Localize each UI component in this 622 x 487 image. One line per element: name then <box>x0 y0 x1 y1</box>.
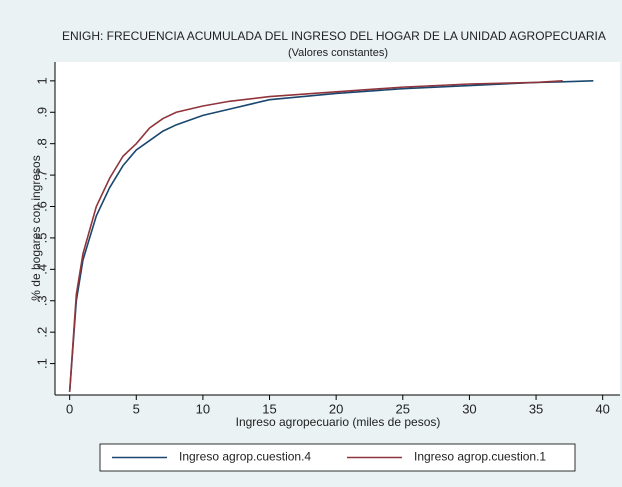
y-tick-label: .4 <box>34 264 49 275</box>
x-tick-label: 25 <box>396 401 410 416</box>
y-axis-label: % de hogares con ingresos <box>29 155 43 300</box>
x-tick-label: 35 <box>529 401 543 416</box>
x-axis-label: Ingreso agropecuario (miles de pesos) <box>236 415 441 429</box>
legend-label: Ingreso agrop.cuestion.1 <box>414 450 546 464</box>
y-tick-label: .8 <box>34 138 49 149</box>
y-tick-label: .2 <box>34 327 49 338</box>
y-tick-label: .7 <box>34 170 49 181</box>
legend-label: Ingreso agrop.cuestion.4 <box>179 450 311 464</box>
y-tick-label: 1 <box>34 77 49 84</box>
plot-area <box>55 62 620 395</box>
legend <box>99 443 576 472</box>
x-tick-label: 40 <box>595 401 609 416</box>
chart-title: ENIGH: FRECUENCIA ACUMULADA DEL INGRESO … <box>62 29 606 43</box>
chart-subtitle: (Valores constantes) <box>288 47 388 59</box>
y-tick-label: .6 <box>34 201 49 212</box>
y-tick-label: .3 <box>34 295 49 306</box>
x-tick-label: 0 <box>66 401 73 416</box>
y-tick-label: .5 <box>34 233 49 244</box>
line <box>68 80 594 392</box>
x-tick-label: 10 <box>196 401 210 416</box>
x-tick-label: 15 <box>262 401 276 416</box>
x-tick-label: 20 <box>329 401 343 416</box>
line <box>68 80 563 392</box>
y-tick-label: .9 <box>34 107 49 118</box>
x-tick-label: 30 <box>462 401 476 416</box>
y-tick-label: .1 <box>34 358 49 369</box>
x-tick-label: 5 <box>133 401 140 416</box>
